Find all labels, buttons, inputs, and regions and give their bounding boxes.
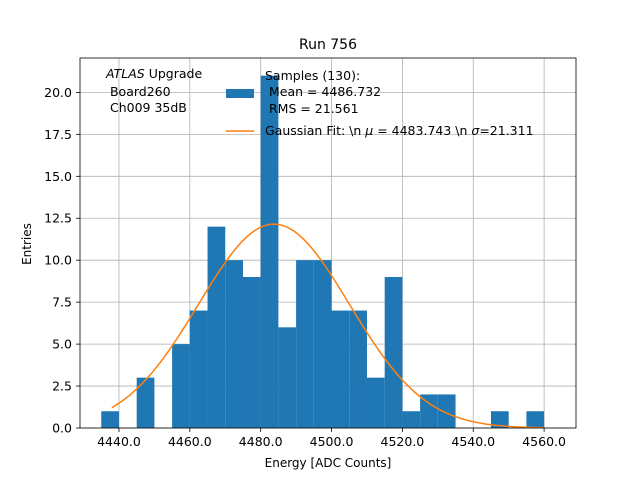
histogram-bar <box>331 310 350 428</box>
legend-samples-line1: Samples (130): <box>265 68 360 83</box>
histogram-bar <box>437 394 456 428</box>
atlas-annotation: ATLAS Upgrade Board260 Ch009 35dB <box>105 66 206 115</box>
atlas-upgrade: Upgrade <box>145 66 203 81</box>
legend-gaussian-mid: = 4483.743 \n <box>373 123 471 138</box>
histogram-bar <box>101 411 119 428</box>
y-tick-label: 7.5 <box>52 295 72 310</box>
x-tick-label: 4560.0 <box>522 434 566 449</box>
x-tick-label: 4540.0 <box>451 434 495 449</box>
legend-samples-line2: Mean = 4486.732 <box>265 84 381 99</box>
y-tick-label: 2.5 <box>52 379 72 394</box>
legend-gaussian-sigma: σ <box>471 123 480 138</box>
x-tick-label: 4460.0 <box>168 434 212 449</box>
legend-gaussian-prefix: Gaussian Fit: \n <box>265 123 365 138</box>
x-tick-label: 4480.0 <box>239 434 283 449</box>
atlas-italic: ATLAS <box>105 66 145 81</box>
legend-swatch-samples <box>226 89 254 98</box>
histogram-bar <box>366 377 385 428</box>
atlas-channel: Ch009 35dB <box>106 100 187 115</box>
y-tick-label: 20.0 <box>44 85 72 100</box>
y-tick-label: 12.5 <box>44 211 72 226</box>
legend-gaussian-suffix: =21.311 <box>479 123 533 138</box>
histogram-bar <box>189 310 208 428</box>
legend-gaussian-mu: μ <box>364 123 373 138</box>
histogram-bar <box>278 327 297 428</box>
histogram-bar <box>490 411 509 428</box>
x-axis-label: Energy [ADC Counts] <box>265 456 392 470</box>
histogram-bar <box>420 394 438 428</box>
histogram-bar <box>349 310 367 428</box>
chart-title: Run 756 <box>299 37 357 53</box>
y-tick-label: 5.0 <box>52 337 72 352</box>
histogram-bar <box>242 276 261 428</box>
legend-samples-line3: RMS = 21.561 <box>265 101 359 116</box>
histogram-bar <box>296 260 314 428</box>
histogram-bar <box>260 75 279 428</box>
legend-label-samples: Samples (130): Mean = 4486.732 RMS = 21.… <box>265 68 385 116</box>
x-tick-label: 4500.0 <box>310 434 354 449</box>
histogram-bar <box>384 276 403 428</box>
plot-area: 4440.0 4460.0 4480.0 4500.0 4520.0 4540.0 4560… <box>44 57 577 449</box>
y-axis-label: Entries <box>20 223 34 265</box>
gaussian-fit-curve <box>111 223 545 429</box>
histogram-bar <box>526 411 545 428</box>
legend: Samples (130): Mean = 4486.732 RMS = 21.… <box>226 68 534 138</box>
histogram-bar <box>136 377 155 428</box>
legend-label-gaussian: Gaussian Fit: \n μ = 4483.743 \n σ=21.31… <box>265 123 534 138</box>
histogram-bar <box>207 226 226 428</box>
atlas-board: Board260 <box>106 84 171 99</box>
y-tick-label: 15.0 <box>44 169 72 184</box>
histogram-bar <box>313 260 332 428</box>
y-tick-label: 17.5 <box>44 127 72 142</box>
histogram-bar <box>402 411 421 428</box>
y-tick-label: 10.0 <box>44 253 72 268</box>
x-tick-label: 4520.0 <box>381 434 425 449</box>
x-tick-label: 4440.0 <box>97 434 141 449</box>
histogram-bar <box>225 260 243 428</box>
y-tick-label: 0.0 <box>52 421 72 436</box>
axes-frame <box>79 57 577 429</box>
histogram-bar <box>172 344 190 428</box>
